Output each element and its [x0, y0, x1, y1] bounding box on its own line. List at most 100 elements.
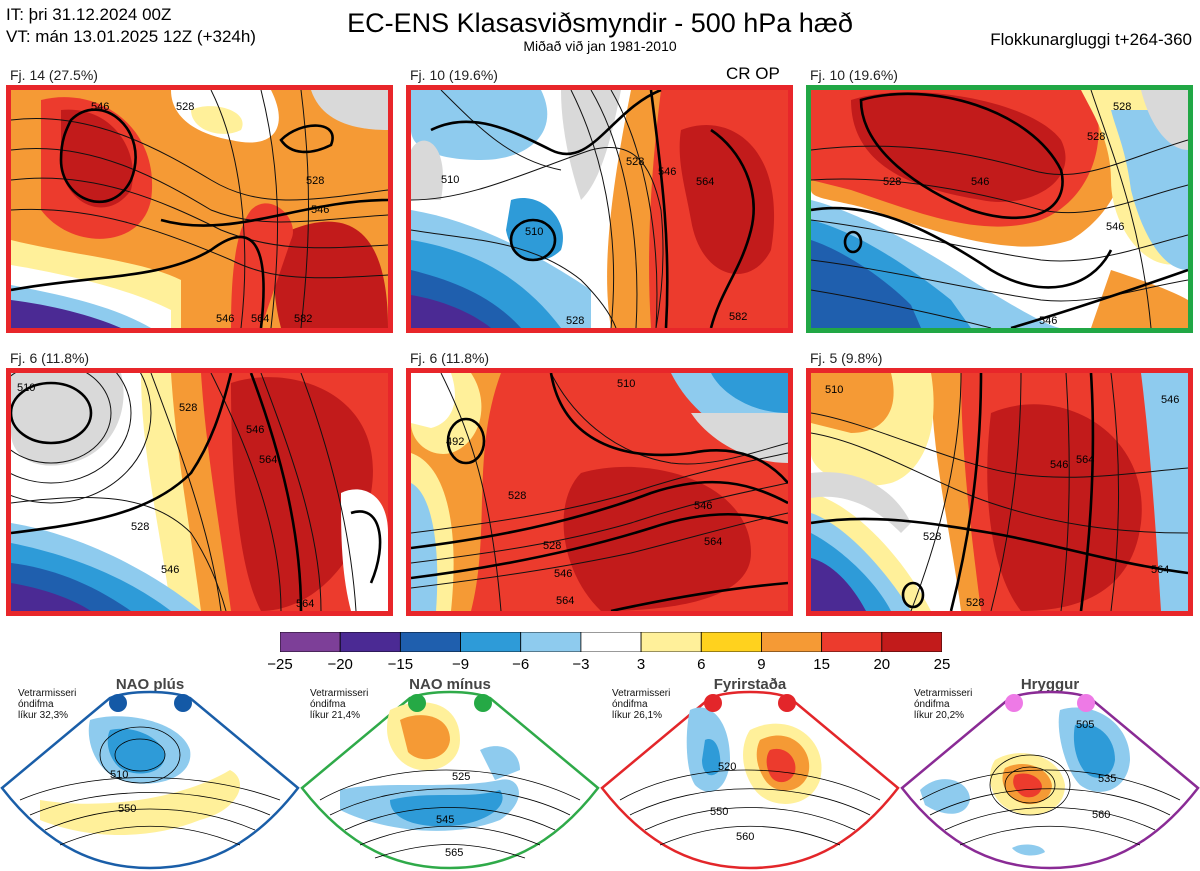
colorbar-tick-label: 20 — [873, 656, 891, 673]
regime-probability: Vetrarmisseri óndifma líkur 26,1% — [612, 688, 671, 721]
colorbar-swatch — [881, 631, 943, 653]
panel-4-contour-label: 564 — [259, 454, 277, 466]
panel-5-contour-label: 564 — [556, 595, 574, 607]
colorbar-swatch — [399, 631, 461, 653]
regime-contour-label: 560 — [736, 831, 754, 843]
panel-3-label: Fj. 10 (19.6%) — [810, 67, 898, 83]
colorbar-swatch — [279, 631, 341, 653]
panel-6-contour-label: 528 — [923, 531, 941, 543]
panel-1-contour-label: 582 — [294, 313, 312, 325]
panel-2-contour-label: 528 — [626, 156, 644, 168]
regime-contour-label: 505 — [1076, 719, 1094, 731]
regime-marker-dot — [704, 694, 722, 712]
panel-6-contour-label: 510 — [825, 384, 843, 396]
panel-6-contour-label: 564 — [1151, 564, 1169, 576]
page-subtitle: Miðað við jan 1981-2010 — [523, 38, 677, 54]
panel-4-contour-label: 546 — [246, 424, 264, 436]
regime-contour-label: 550 — [118, 803, 136, 815]
panel-1-contour-label: 546 — [91, 101, 109, 113]
panel-6-contour-label: 546 — [1161, 394, 1179, 406]
regime-title: NAO plús — [115, 676, 185, 693]
panel-2-contour-label: 546 — [658, 166, 676, 178]
panel-5-contour-label: 528 — [508, 490, 526, 502]
panel-2-crop-tag: CR OP — [726, 64, 780, 83]
valid-time: VT: mán 13.01.2025 12Z (+324h) — [6, 27, 256, 46]
panel-4-contour-label: 564 — [296, 598, 314, 610]
regime-probability: Vetrarmisseri óndifma líkur 32,3% — [18, 688, 77, 721]
colorbar-tick-label: −20 — [327, 656, 353, 673]
panel-3-contour-label: 546 — [971, 176, 989, 188]
colorbar-swatch — [821, 631, 883, 653]
panel-6-contour-label: 564 — [1076, 454, 1094, 466]
regime-title: NAO mínus — [409, 676, 491, 693]
regime-contour-label: 560 — [1092, 809, 1110, 821]
header-info: IT: þri 31.12.2024 00Z VT: mán 13.01.202… — [6, 4, 256, 48]
regime-contour-label: 550 — [710, 806, 728, 818]
colorbar-tick-label: 25 — [933, 656, 951, 673]
regime-marker-dot — [408, 694, 426, 712]
regime-nao-minus: NAO mínus Vetrarmisseri óndifma líkur 21… — [300, 672, 600, 871]
panel-2-label: Fj. 10 (19.6%) — [410, 67, 498, 83]
page-title: EC-ENS Klasasviðsmyndir - 500 hPa hæð — [347, 8, 853, 38]
panel-2-contour-label: 528 — [566, 315, 584, 327]
init-time: IT: þri 31.12.2024 00Z — [6, 5, 172, 24]
panel-6-contour-label: 528 — [966, 597, 984, 609]
regime-probability: Vetrarmisseri óndifma líkur 20,2% — [914, 688, 973, 721]
panel-3-contour-label: 546 — [1039, 315, 1057, 327]
panel-3-contour-label: 528 — [883, 176, 901, 188]
panel-4-contour-label: 528 — [131, 521, 149, 533]
colorbar-swatch — [520, 631, 582, 653]
colorbar-tick-label: 3 — [636, 656, 646, 673]
regime-marker-dot — [109, 694, 127, 712]
regime-probability: Vetrarmisseri óndifma líkur 21,4% — [310, 688, 369, 721]
panel-6-contour-label: 546 — [1050, 459, 1068, 471]
regime-contour-label: 545 — [436, 814, 454, 826]
panel-2-contour-label: 564 — [696, 176, 714, 188]
regime-title: Hryggur — [1020, 676, 1080, 693]
regime-blocking: Fyrirstaða Vetrarmisseri óndifma líkur 2… — [600, 672, 900, 871]
regime-contour-label: 510 — [110, 769, 128, 781]
colorbar-swatches — [279, 631, 943, 653]
panel-5-contour-label: 510 — [617, 378, 635, 390]
regime-contour-label: 535 — [1098, 773, 1116, 785]
cluster-map-1: 546 528 528 546 546 564 582 — [6, 85, 393, 333]
panel-2-contour-label: 510 — [441, 174, 459, 186]
regime-contour-label: 525 — [452, 771, 470, 783]
panel-4-contour-label: 546 — [161, 564, 179, 576]
colorbar-tick-label: 9 — [757, 656, 766, 673]
colorbar-tick-label: −25 — [267, 656, 293, 673]
regime-contour-label: 565 — [445, 847, 463, 859]
panel-1-contour-label: 546 — [311, 204, 329, 216]
colorbar-swatch — [339, 631, 401, 653]
colorbar-tick-label: −15 — [387, 656, 414, 673]
panel-1-contour-label: 528 — [176, 101, 194, 113]
classification-window: Flokkunargluggi t+264-360 — [990, 30, 1192, 49]
cluster-map-2: 510 510 528 528 546 564 582 — [406, 85, 793, 333]
colorbar-tick-label: −9 — [451, 656, 470, 673]
panel-3-contour-label: 528 — [1087, 131, 1105, 143]
panel-4-contour-label: 528 — [179, 402, 197, 414]
panel-6-label: Fj. 5 (9.8%) — [810, 350, 883, 366]
regime-title: Fyrirstaða — [713, 676, 787, 693]
colorbar — [279, 631, 943, 653]
panel-2-contour-label: 510 — [525, 226, 543, 238]
weather-regimes: NAO plús Vetrarmisseri óndifma líkur 32,… — [0, 672, 1200, 871]
colorbar-tick-label: −3 — [572, 656, 590, 673]
panel-3-contour-label: 528 — [1113, 101, 1131, 113]
panel-1-contour-label: 546 — [216, 313, 234, 325]
colorbar-swatch — [460, 631, 522, 653]
regime-contour-label: 520 — [718, 761, 736, 773]
colorbar-tick-label: 6 — [697, 656, 706, 673]
regime-marker-dot — [1077, 694, 1095, 712]
panel-4-label: Fj. 6 (11.8%) — [10, 350, 90, 366]
panel-1-contour-label: 564 — [251, 313, 269, 325]
panel-5-contour-label: 546 — [694, 500, 712, 512]
panel-4-contour-label: 510 — [17, 382, 35, 394]
panel-5-contour-label: 492 — [446, 436, 464, 448]
colorbar-tick-label: −6 — [512, 656, 530, 673]
panel-5-contour-label: 564 — [704, 536, 722, 548]
regime-marker-dot — [174, 694, 192, 712]
cluster-map-4: 510 528 528 546 564 546 564 — [6, 368, 393, 616]
panel-3-contour-label: 546 — [1106, 221, 1124, 233]
colorbar-swatch — [700, 631, 762, 653]
